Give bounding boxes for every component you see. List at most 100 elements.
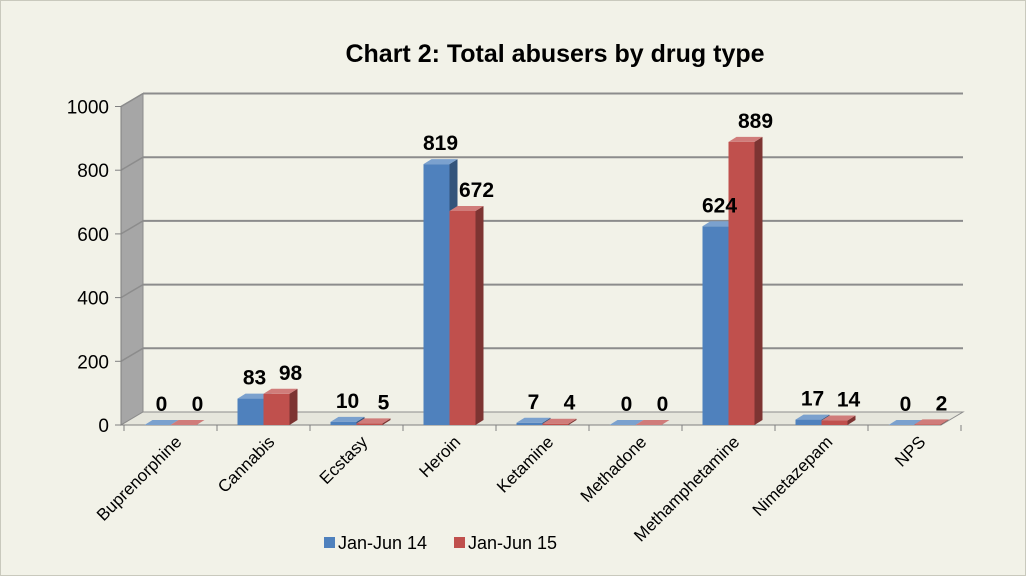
y-tick-label: 200 xyxy=(77,352,109,373)
data-label: 889 xyxy=(738,110,773,133)
data-label: 4 xyxy=(564,392,576,415)
x-axis: Buprenorphine Cannabis Ecstasy Heroin Ketami… xyxy=(93,424,962,545)
data-label: 0 xyxy=(657,393,669,416)
data-label: 624 xyxy=(702,194,737,217)
bar-top xyxy=(449,205,484,211)
bar xyxy=(914,419,949,425)
bar-front xyxy=(821,420,848,425)
y-tick-label: 1000 xyxy=(67,98,109,119)
gridline-side xyxy=(120,347,144,362)
side-wall xyxy=(120,92,144,426)
bar-top xyxy=(170,420,205,425)
data-label: 17 xyxy=(801,388,824,411)
bar-top xyxy=(795,414,830,420)
bar-front xyxy=(330,421,357,425)
bars xyxy=(144,136,949,425)
x-tick-label: Methamphetamine xyxy=(630,432,743,545)
bar-top xyxy=(144,420,179,425)
x-tick-label: Heroin xyxy=(415,432,464,481)
bar xyxy=(542,418,577,425)
bar-side xyxy=(475,205,484,425)
bar xyxy=(356,418,391,425)
data-label: 0 xyxy=(192,393,204,416)
data-label: 2 xyxy=(936,392,948,415)
bar-side xyxy=(382,418,391,425)
chart-title: Chart 2: Total abusers by drug type xyxy=(345,40,764,68)
bar xyxy=(449,205,484,425)
x-tick-label: Methadone xyxy=(577,432,651,506)
y-tick-label: 400 xyxy=(77,289,109,310)
legend-item: Jan-Jun 14 xyxy=(324,533,427,553)
y-tick-label: 800 xyxy=(77,161,109,182)
bar-front xyxy=(237,398,264,425)
bar-front xyxy=(728,141,755,425)
bar xyxy=(821,415,856,425)
bar-front xyxy=(356,423,383,425)
bar-side xyxy=(568,418,577,425)
bar xyxy=(144,420,179,425)
bar-top xyxy=(914,419,949,425)
bar-top xyxy=(516,417,551,423)
bar xyxy=(888,420,923,425)
bar xyxy=(635,420,670,425)
bar-front xyxy=(914,424,941,425)
legend-swatch xyxy=(324,537,335,548)
bar-side xyxy=(940,419,949,425)
bar-front xyxy=(263,393,290,425)
gridline-side xyxy=(120,156,144,171)
x-tick-label: Cannabis xyxy=(214,432,278,496)
bar-top xyxy=(728,136,763,142)
bar-front xyxy=(795,419,822,425)
data-label: 5 xyxy=(378,391,390,414)
bar-front xyxy=(423,164,450,425)
bar-front xyxy=(702,226,729,425)
x-tick-label: Ketamine xyxy=(493,432,557,496)
bar-top xyxy=(609,420,644,425)
bar xyxy=(263,388,298,425)
bar-top xyxy=(423,159,458,165)
legend-label: Jan-Jun 14 xyxy=(338,533,427,553)
data-label: 0 xyxy=(900,393,912,416)
gridline-side xyxy=(120,283,144,299)
data-label: 98 xyxy=(279,362,303,385)
gridline-side xyxy=(120,220,144,235)
bar-top xyxy=(263,388,298,394)
bar-top xyxy=(821,415,856,421)
gridlines xyxy=(120,92,963,362)
bar xyxy=(728,136,763,425)
bar-top xyxy=(237,393,272,399)
data-label: 672 xyxy=(459,179,494,202)
bar-top xyxy=(888,420,923,425)
bar-front xyxy=(542,423,569,425)
y-tick-label: 0 xyxy=(98,416,109,437)
legend-label: Jan-Jun 15 xyxy=(468,533,557,553)
legend: Jan-Jun 14 Jan-Jun 15 xyxy=(324,533,557,553)
legend-swatch xyxy=(454,537,465,548)
bar-side xyxy=(847,415,856,425)
bar-top xyxy=(330,416,365,422)
data-label: 0 xyxy=(156,393,168,416)
bar xyxy=(609,420,644,425)
x-tick-label: Ecstasy xyxy=(316,432,372,488)
bar-front xyxy=(449,210,476,425)
bar-top xyxy=(635,420,670,425)
bar-top xyxy=(356,418,391,424)
data-label: 10 xyxy=(336,390,359,413)
bar xyxy=(170,420,205,425)
data-label: 0 xyxy=(621,393,633,416)
bar-side xyxy=(289,388,298,425)
gridline-side xyxy=(120,92,144,108)
x-tick-label: Nimetazepam xyxy=(749,432,837,520)
y-axis: 0 200 400 600 800 1000 xyxy=(67,98,122,437)
bar-top xyxy=(542,418,577,424)
bar-front xyxy=(516,422,543,425)
data-label: 14 xyxy=(837,389,861,412)
data-label: 7 xyxy=(528,391,540,414)
data-labels: 0 0 83 98 10 5 819 672 7 4 0 0 624 889 17 14 0 2 xyxy=(156,110,948,416)
x-tick-label: Buprenorphine xyxy=(93,432,185,524)
bar-top xyxy=(702,221,737,227)
x-tick-label: NPS xyxy=(891,432,929,470)
data-label: 819 xyxy=(423,132,458,155)
